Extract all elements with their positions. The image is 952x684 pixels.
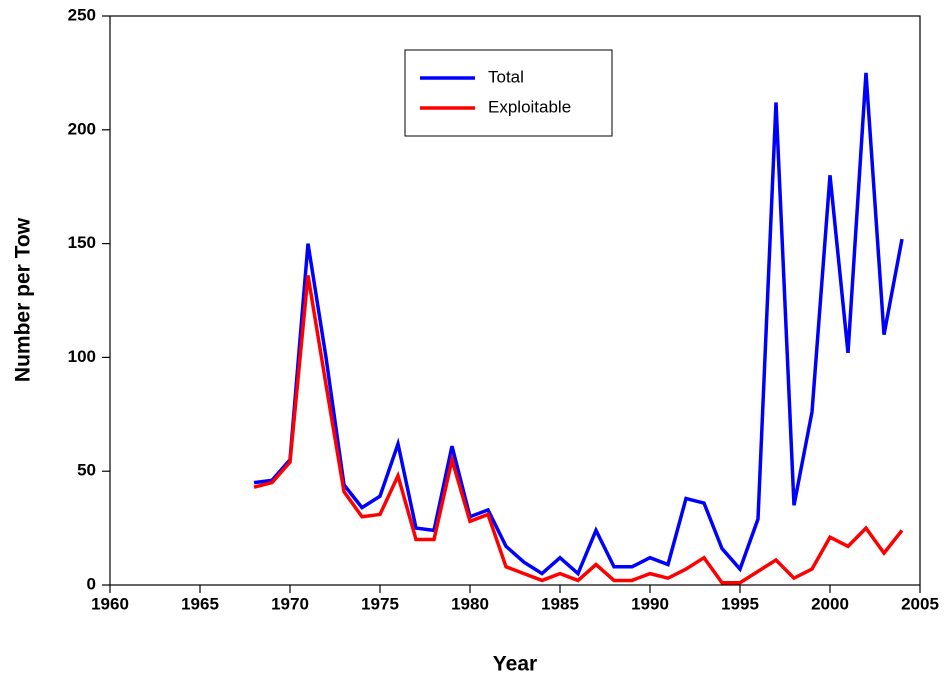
x-tick-label: 1975 [361, 594, 399, 613]
x-tick-label: 2005 [901, 594, 939, 613]
x-tick-label: 1960 [91, 594, 129, 613]
y-tick-label: 100 [68, 347, 96, 366]
x-tick-label: 1965 [181, 594, 219, 613]
line-series [253, 72, 904, 577]
plot-frame [109, 15, 921, 586]
x-tick-label: 2000 [811, 594, 849, 613]
legend-box [404, 49, 613, 137]
x-tick-label: 1980 [451, 594, 489, 613]
y-tick-label: 0 [87, 574, 96, 593]
legend-label: Exploitable [488, 97, 571, 116]
y-tick-label: 150 [68, 233, 96, 252]
legend-label: Total [488, 67, 524, 86]
y-tick-label: 50 [77, 461, 96, 480]
x-tick-label: 1985 [541, 594, 579, 613]
y-tick-label: 250 [68, 5, 96, 24]
y-axis-title: Number per Tow [12, 217, 35, 382]
x-tick-label: 1970 [271, 594, 309, 613]
line-series [253, 275, 904, 585]
x-tick-label: 1990 [631, 594, 669, 613]
y-tick-label: 200 [68, 119, 96, 138]
x-tick-label: 1995 [721, 594, 759, 613]
x-axis-title: Year [493, 653, 537, 676]
